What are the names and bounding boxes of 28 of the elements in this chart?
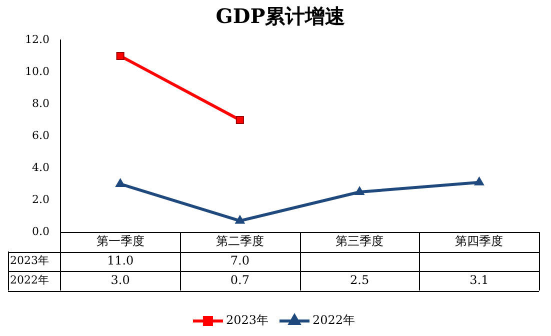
x-tick-label: 第四季度 — [455, 234, 504, 248]
y-tick-label: 0.0 — [32, 224, 50, 238]
y-tick-label: 12.0 — [24, 32, 50, 46]
x-tick-label: 第三季度 — [336, 234, 384, 248]
point — [116, 52, 124, 60]
point — [354, 186, 364, 195]
text: 2023年 — [10, 254, 49, 268]
point — [235, 215, 245, 224]
legend-label: 2023年 — [226, 313, 269, 328]
y-tick-label: 2.0 — [32, 192, 50, 206]
data-label: 0.7 — [230, 272, 250, 287]
data-label: 3.1 — [470, 272, 489, 287]
x-tick-label: 第二季度 — [216, 234, 264, 248]
x-tick-label: 第一季度 — [96, 234, 144, 248]
chart-title: GDP累计增速 — [216, 4, 346, 28]
y-tick-label: 4.0 — [32, 160, 50, 174]
data-label: 11.0 — [106, 253, 134, 268]
data-label: 7.0 — [230, 253, 250, 268]
data-label: 2.5 — [350, 272, 370, 287]
data-label: 3.0 — [110, 272, 130, 287]
y-tick-label: 6.0 — [32, 128, 50, 142]
text: 2022年 — [10, 274, 49, 287]
point — [474, 176, 484, 186]
legend-label: 2022年 — [312, 313, 356, 328]
y-tick-label: 10.0 — [24, 64, 50, 78]
y-tick-label: 8.0 — [32, 96, 50, 110]
point — [236, 116, 244, 124]
point — [115, 178, 126, 187]
